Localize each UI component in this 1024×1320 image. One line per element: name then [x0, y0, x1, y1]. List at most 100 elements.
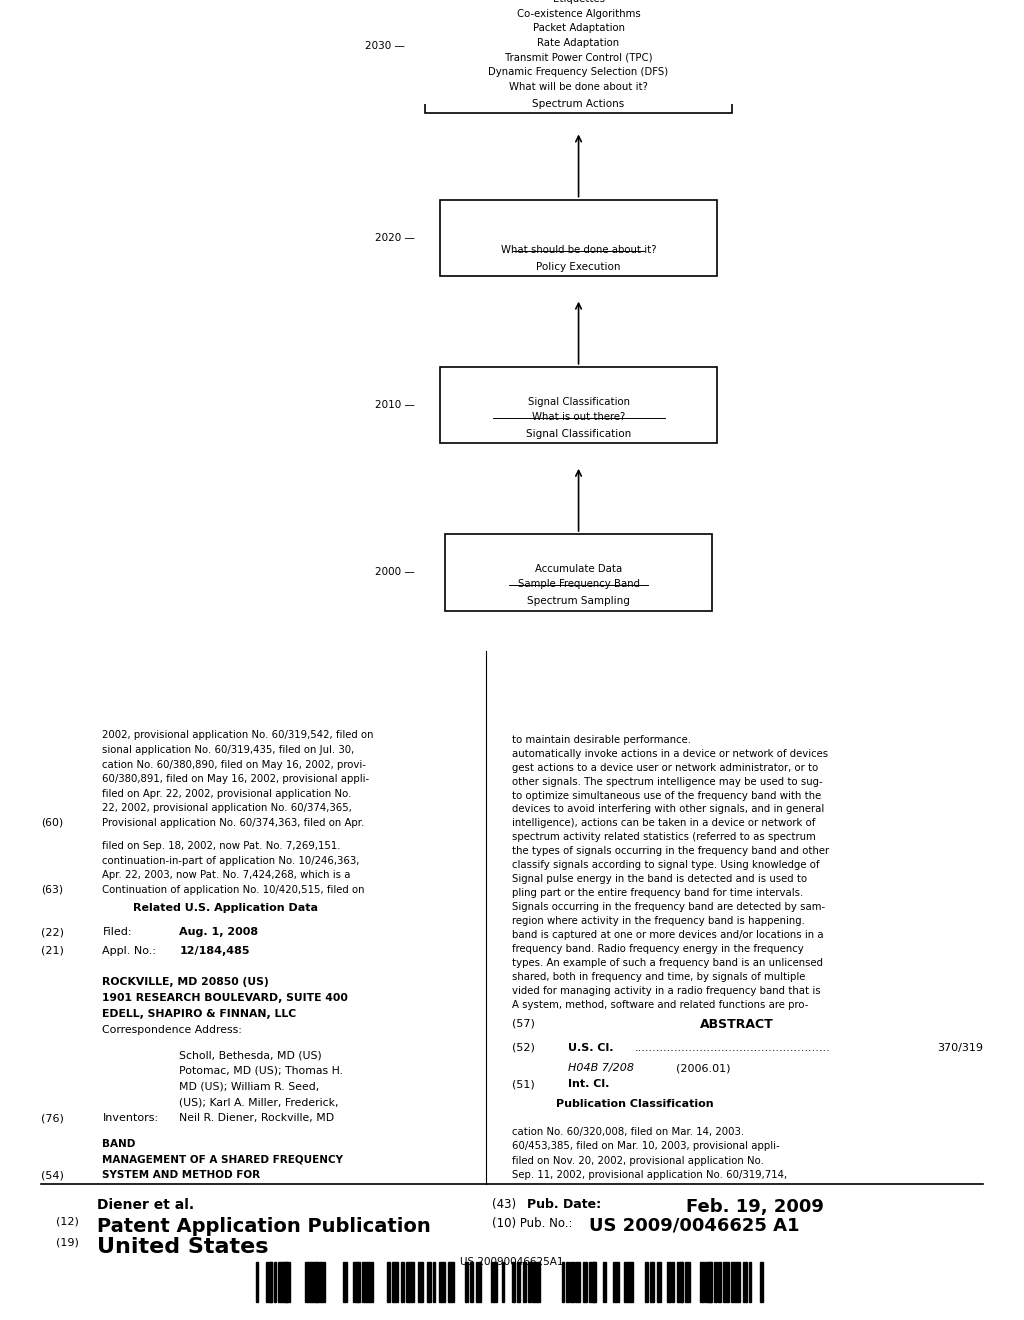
Text: Publication Classification: Publication Classification	[556, 1098, 714, 1109]
Text: 2000 —: 2000 —	[375, 568, 415, 577]
Text: vided for managing activity in a radio frequency band that is: vided for managing activity in a radio f…	[512, 986, 820, 997]
Text: U.S. Cl.: U.S. Cl.	[568, 1043, 613, 1053]
Text: filed on Apr. 22, 2002, provisional application No.: filed on Apr. 22, 2002, provisional appl…	[102, 788, 352, 799]
Bar	[718, 1262, 721, 1302]
Text: (54): (54)	[41, 1171, 63, 1180]
Bar	[532, 1262, 538, 1302]
Bar	[650, 1262, 654, 1302]
Bar	[631, 1262, 634, 1302]
Text: Patent Application Publication: Patent Application Publication	[97, 1217, 431, 1236]
Text: (10) Pub. No.:: (10) Pub. No.:	[492, 1217, 572, 1230]
Text: US 20090046625A1: US 20090046625A1	[460, 1257, 564, 1267]
Text: Signals occurring in the frequency band are detected by sam-: Signals occurring in the frequency band …	[512, 903, 825, 912]
Bar	[625, 1262, 631, 1302]
Bar	[357, 1262, 360, 1302]
Bar	[269, 1262, 271, 1302]
Text: BAND: BAND	[102, 1139, 136, 1148]
Bar	[278, 1262, 282, 1302]
Bar	[440, 367, 717, 444]
Text: Appl. No.:: Appl. No.:	[102, 945, 157, 956]
Text: to maintain desirable performance.: to maintain desirable performance.	[512, 735, 691, 744]
Bar	[440, 199, 717, 276]
Text: Provisional application No. 60/374,363, filed on Apr.: Provisional application No. 60/374,363, …	[102, 818, 365, 828]
Bar	[685, 1262, 689, 1302]
Text: (76): (76)	[41, 1113, 63, 1123]
Text: Continuation of application No. 10/420,515, filed on: Continuation of application No. 10/420,5…	[102, 884, 365, 895]
Text: What will be done about it?: What will be done about it?	[509, 82, 648, 91]
Bar	[723, 1262, 729, 1302]
Bar	[387, 1262, 390, 1302]
Text: Correspondence Address:: Correspondence Address:	[102, 1024, 243, 1035]
Bar	[343, 1262, 347, 1302]
Text: Diener et al.: Diener et al.	[97, 1199, 195, 1212]
Bar	[656, 1262, 662, 1302]
Bar	[681, 1262, 683, 1302]
Text: intelligence), actions can be taken in a device or network of: intelligence), actions can be taken in a…	[512, 818, 815, 829]
Text: Neil R. Diener, Rockville, MD: Neil R. Diener, Rockville, MD	[179, 1113, 334, 1123]
Text: shared, both in frequency and time, by signals of multiple: shared, both in frequency and time, by s…	[512, 973, 805, 982]
Bar	[562, 1262, 564, 1302]
Text: 60/380,891, filed on May 16, 2002, provisional appli-: 60/380,891, filed on May 16, 2002, provi…	[102, 774, 370, 784]
Text: Scholl, Bethesda, MD (US): Scholl, Bethesda, MD (US)	[179, 1051, 322, 1060]
Bar	[672, 1262, 674, 1302]
Text: cation No. 60/380,890, filed on May 16, 2002, provi-: cation No. 60/380,890, filed on May 16, …	[102, 759, 367, 770]
Bar	[447, 1262, 454, 1302]
Text: Packet Adaptation: Packet Adaptation	[532, 24, 625, 33]
Text: frequency band. Radio frequency energy in the frequency: frequency band. Radio frequency energy i…	[512, 944, 804, 954]
Text: cation No. 60/320,008, filed on Mar. 14, 2003.: cation No. 60/320,008, filed on Mar. 14,…	[512, 1127, 744, 1137]
Text: (21): (21)	[41, 945, 63, 956]
Bar	[538, 1262, 540, 1302]
Bar	[645, 1262, 648, 1302]
Bar	[512, 1262, 515, 1302]
Text: (2006.01): (2006.01)	[676, 1064, 730, 1073]
Text: Apr. 22, 2003, now Pat. No. 7,424,268, which is a: Apr. 22, 2003, now Pat. No. 7,424,268, w…	[102, 870, 351, 880]
Bar	[667, 1262, 671, 1302]
Bar	[353, 1262, 358, 1302]
Text: pling part or the entire frequency band for time intervals.: pling part or the entire frequency band …	[512, 888, 803, 899]
Bar	[285, 1262, 290, 1302]
Bar	[569, 1262, 574, 1302]
Bar	[574, 1262, 581, 1302]
Text: Sep. 11, 2002, provisional application No. 60/319,714,: Sep. 11, 2002, provisional application N…	[512, 1171, 787, 1180]
Text: (US); Karl A. Miller, Frederick,: (US); Karl A. Miller, Frederick,	[179, 1097, 339, 1107]
Text: region where activity in the frequency band is happening.: region where activity in the frequency b…	[512, 916, 805, 927]
Text: devices to avoid interfering with other signals, and in general: devices to avoid interfering with other …	[512, 804, 824, 814]
Bar	[282, 1262, 288, 1302]
Text: band is captured at one or more devices and/or locations in a: band is captured at one or more devices …	[512, 931, 823, 940]
Text: Rate Adaptation: Rate Adaptation	[538, 38, 620, 48]
Text: other signals. The spectrum intelligence may be used to sug-: other signals. The spectrum intelligence…	[512, 776, 822, 787]
Bar	[709, 1262, 713, 1302]
Text: filed on Sep. 18, 2002, now Pat. No. 7,269,151.: filed on Sep. 18, 2002, now Pat. No. 7,2…	[102, 841, 341, 851]
Bar	[445, 535, 712, 611]
Bar	[438, 1262, 443, 1302]
Text: Filed:: Filed:	[102, 927, 132, 937]
Text: to optimize simultaneous use of the frequency band with the: to optimize simultaneous use of the freq…	[512, 791, 821, 800]
Bar	[465, 1262, 468, 1302]
Bar	[425, 0, 732, 114]
Bar	[502, 1262, 504, 1302]
Bar	[492, 1262, 497, 1302]
Text: Co-existence Algorithms: Co-existence Algorithms	[517, 9, 640, 18]
Text: (60): (60)	[41, 818, 63, 828]
Text: Inventors:: Inventors:	[102, 1113, 159, 1123]
Text: Sample Frequency Band: Sample Frequency Band	[517, 579, 640, 589]
Bar	[470, 1262, 473, 1302]
Text: United States: United States	[97, 1237, 268, 1258]
Bar	[411, 1262, 415, 1302]
Text: 2030 —: 2030 —	[365, 41, 404, 51]
Text: 60/453,385, filed on Mar. 10, 2003, provisional appli-: 60/453,385, filed on Mar. 10, 2003, prov…	[512, 1142, 779, 1151]
Text: A system, method, software and related functions are pro-: A system, method, software and related f…	[512, 1001, 808, 1010]
Bar	[566, 1262, 569, 1302]
Text: 2002, provisional application No. 60/319,542, filed on: 2002, provisional application No. 60/319…	[102, 730, 374, 741]
Bar	[305, 1262, 311, 1302]
Bar	[442, 1262, 445, 1302]
Text: Policy Execution: Policy Execution	[537, 261, 621, 272]
Bar	[677, 1262, 682, 1302]
Text: Signal pulse energy in the band is detected and is used to: Signal pulse energy in the band is detec…	[512, 874, 807, 884]
Text: gest actions to a device user or network administrator, or to: gest actions to a device user or network…	[512, 763, 818, 772]
Bar	[433, 1262, 435, 1302]
Bar	[714, 1262, 717, 1302]
Bar	[593, 1262, 596, 1302]
Text: Dynamic Frequency Selection (DFS): Dynamic Frequency Selection (DFS)	[488, 67, 669, 77]
Text: Signal Classification: Signal Classification	[526, 429, 631, 438]
